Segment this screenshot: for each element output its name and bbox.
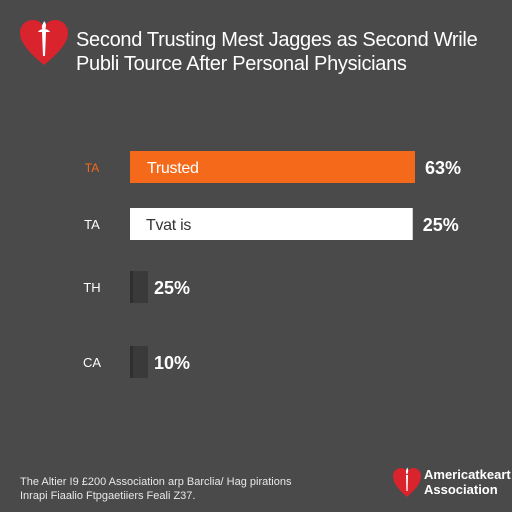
footer-heart-logo — [392, 466, 422, 500]
bar-label: Tvat is — [146, 217, 191, 234]
source-line-1: The Altier I9 £200 Association arp Barcl… — [20, 476, 292, 488]
source-line-2: Inrapi Fiaalio Ftpgaetiiers Feali Z37. — [20, 490, 196, 502]
value-label: 25% — [154, 278, 190, 298]
organization-name: Americatkeart Association — [424, 467, 511, 497]
chart-title: Second Trusting Mest Jagges as Second Wr… — [76, 28, 496, 76]
bar-label: Trusted — [147, 160, 199, 177]
value-label: 63% — [425, 158, 461, 178]
bar-edge — [130, 346, 133, 378]
title-line-2: Publi Tource After Personal Physicians — [76, 53, 407, 75]
bar — [130, 208, 413, 240]
heart-torch-icon — [20, 20, 68, 65]
category-label: TA — [84, 217, 100, 232]
category-label: CA — [83, 355, 101, 370]
source-note: The Altier I9 £200 Association arp Barcl… — [20, 475, 291, 503]
american-heart-association-logo — [18, 18, 70, 70]
bar — [130, 151, 415, 183]
category-label: TH — [83, 280, 100, 295]
heart-torch-icon — [393, 467, 421, 497]
category-label: TA — [85, 161, 99, 175]
bar — [130, 271, 148, 303]
bar — [130, 346, 148, 378]
org-line-2: Association — [424, 482, 498, 497]
org-line-1: Americatkeart — [424, 467, 511, 482]
value-label: 10% — [154, 353, 190, 373]
bar-edge — [130, 271, 133, 303]
value-label: 25% — [423, 215, 459, 235]
title-line-1: Second Trusting Mest Jagges as Second Wr… — [76, 29, 478, 51]
